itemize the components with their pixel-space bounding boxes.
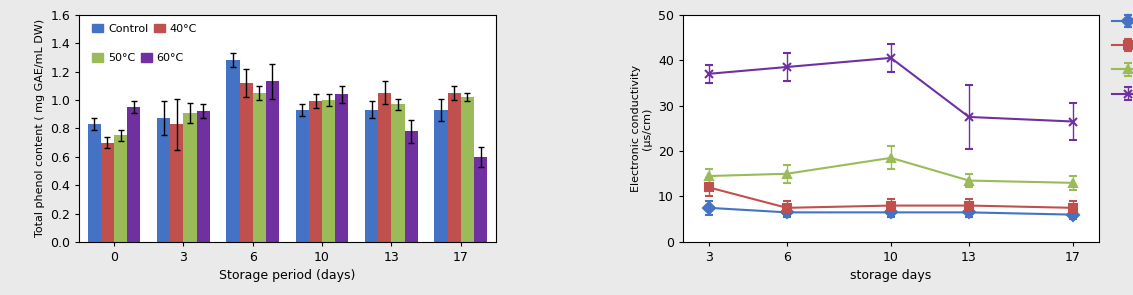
Bar [322, 100, 335, 242]
Bar [227, 60, 239, 242]
Bar [404, 131, 418, 242]
Legend: control, 40°C, 50°C, 60°C: control, 40°C, 50°C, 60°C [1107, 10, 1133, 106]
Bar [157, 118, 170, 242]
Bar [392, 104, 404, 242]
Bar [461, 97, 474, 242]
Bar [239, 83, 253, 242]
Y-axis label: Total phenol content ( mg GAE/mL DW): Total phenol content ( mg GAE/mL DW) [35, 19, 44, 237]
Legend: 50°C, 60°C: 50°C, 60°C [90, 50, 187, 67]
Bar [365, 110, 378, 242]
Bar [296, 110, 309, 242]
Bar [87, 124, 101, 242]
X-axis label: Storage period (days): Storage period (days) [219, 270, 356, 283]
Bar [127, 107, 140, 242]
Bar [378, 93, 392, 242]
Bar [253, 93, 266, 242]
Bar [196, 111, 210, 242]
Bar [335, 94, 349, 242]
Bar [266, 81, 279, 242]
Bar [184, 113, 196, 242]
Bar [101, 142, 114, 242]
Y-axis label: Electronic conductivity
(μs/cm): Electronic conductivity (μs/cm) [631, 65, 653, 192]
Bar [170, 124, 184, 242]
Bar [114, 135, 127, 242]
Bar [309, 101, 322, 242]
Bar [434, 110, 448, 242]
X-axis label: storage days: storage days [850, 270, 931, 283]
Bar [448, 93, 461, 242]
Bar [474, 157, 487, 242]
